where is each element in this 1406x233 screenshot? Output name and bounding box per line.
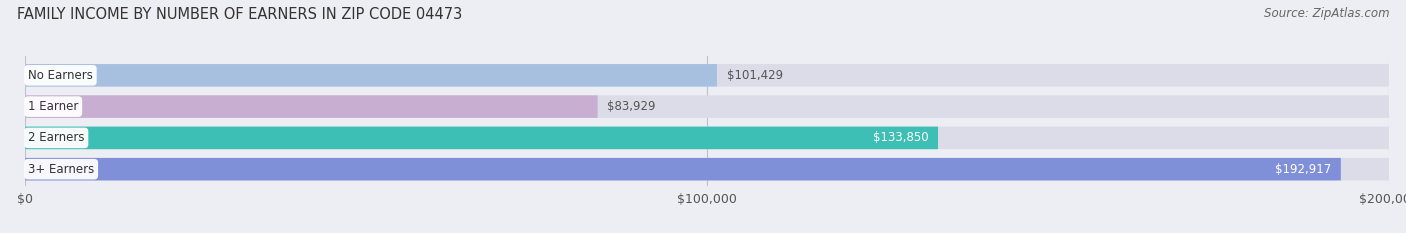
FancyBboxPatch shape <box>25 158 1341 180</box>
Text: 1 Earner: 1 Earner <box>28 100 79 113</box>
FancyBboxPatch shape <box>25 127 938 149</box>
Text: FAMILY INCOME BY NUMBER OF EARNERS IN ZIP CODE 04473: FAMILY INCOME BY NUMBER OF EARNERS IN ZI… <box>17 7 463 22</box>
FancyBboxPatch shape <box>25 158 1389 180</box>
Text: Source: ZipAtlas.com: Source: ZipAtlas.com <box>1264 7 1389 20</box>
Text: 3+ Earners: 3+ Earners <box>28 163 94 176</box>
Text: $192,917: $192,917 <box>1275 163 1331 176</box>
Text: 2 Earners: 2 Earners <box>28 131 84 144</box>
Text: $83,929: $83,929 <box>607 100 655 113</box>
FancyBboxPatch shape <box>25 95 1389 118</box>
FancyBboxPatch shape <box>25 127 1389 149</box>
FancyBboxPatch shape <box>25 64 717 87</box>
FancyBboxPatch shape <box>25 95 598 118</box>
Text: $101,429: $101,429 <box>727 69 783 82</box>
FancyBboxPatch shape <box>25 64 1389 87</box>
Text: No Earners: No Earners <box>28 69 93 82</box>
Text: $133,850: $133,850 <box>873 131 928 144</box>
